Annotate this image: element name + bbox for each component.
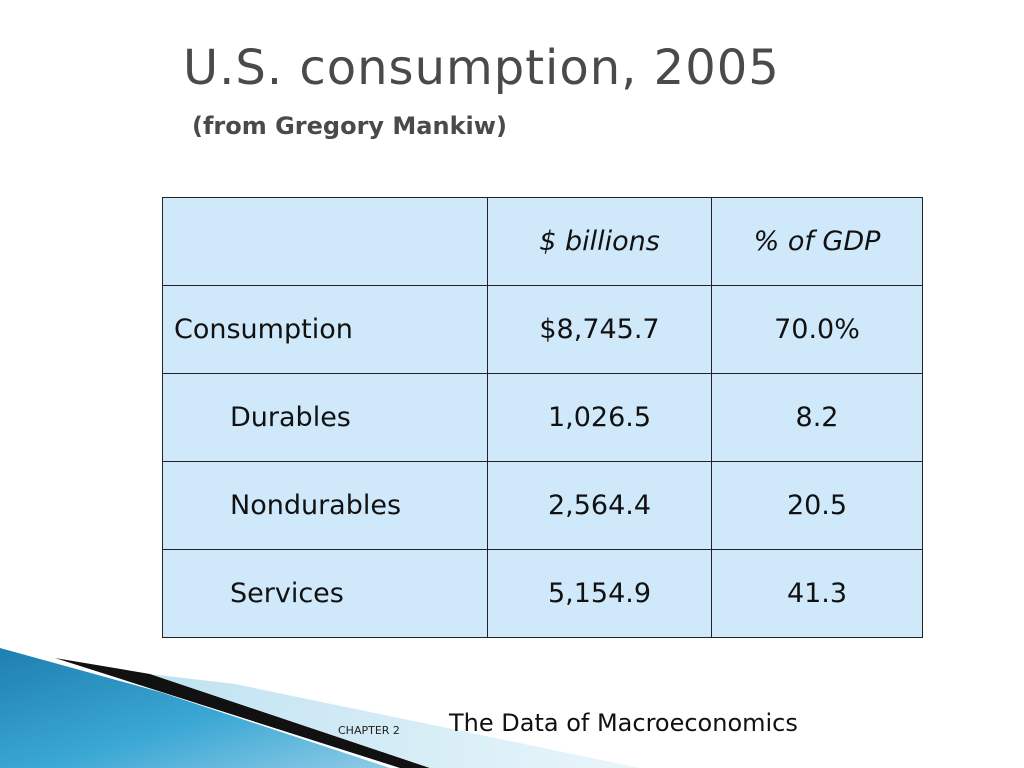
row-label-services: Services [162,549,488,638]
cell-billions: $8,745.7 [487,285,712,374]
slide-subtitle: (from Gregory Mankiw) [192,112,507,140]
slide-title: U.S. consumption, 2005 [183,40,780,96]
header-cell-billions: $ billions [487,197,712,286]
swoosh-black-stripe [55,658,430,768]
cell-billions: 2,564.4 [487,461,712,550]
header-cell-pct-gdp: % of GDP [711,197,923,286]
cell-pct-gdp: 41.3 [711,549,923,638]
swoosh-blue-band [0,648,390,768]
cell-pct-gdp: 70.0% [711,285,923,374]
table-row: Consumption $8,745.7 70.0% [162,285,923,374]
header-cell-label [162,197,488,286]
consumption-table: $ billions % of GDP Consumption $8,745.7… [162,197,923,638]
decorative-swoosh [0,648,640,768]
row-label-durables: Durables [162,373,488,462]
table-row: Services 5,154.9 41.3 [162,549,923,638]
table-header-row: $ billions % of GDP [162,197,923,286]
cell-billions: 1,026.5 [487,373,712,462]
swoosh-light-band [150,674,640,768]
cell-pct-gdp: 20.5 [711,461,923,550]
row-label-nondurables: Nondurables [162,461,488,550]
cell-billions: 5,154.9 [487,549,712,638]
row-label-consumption: Consumption [162,285,488,374]
cell-pct-gdp: 8.2 [711,373,923,462]
footer-chapter-label: CHAPTER 2 [338,724,400,737]
table-row: Nondurables 2,564.4 20.5 [162,461,923,550]
footer-chapter-title: The Data of Macroeconomics [449,709,798,737]
table-row: Durables 1,026.5 8.2 [162,373,923,462]
